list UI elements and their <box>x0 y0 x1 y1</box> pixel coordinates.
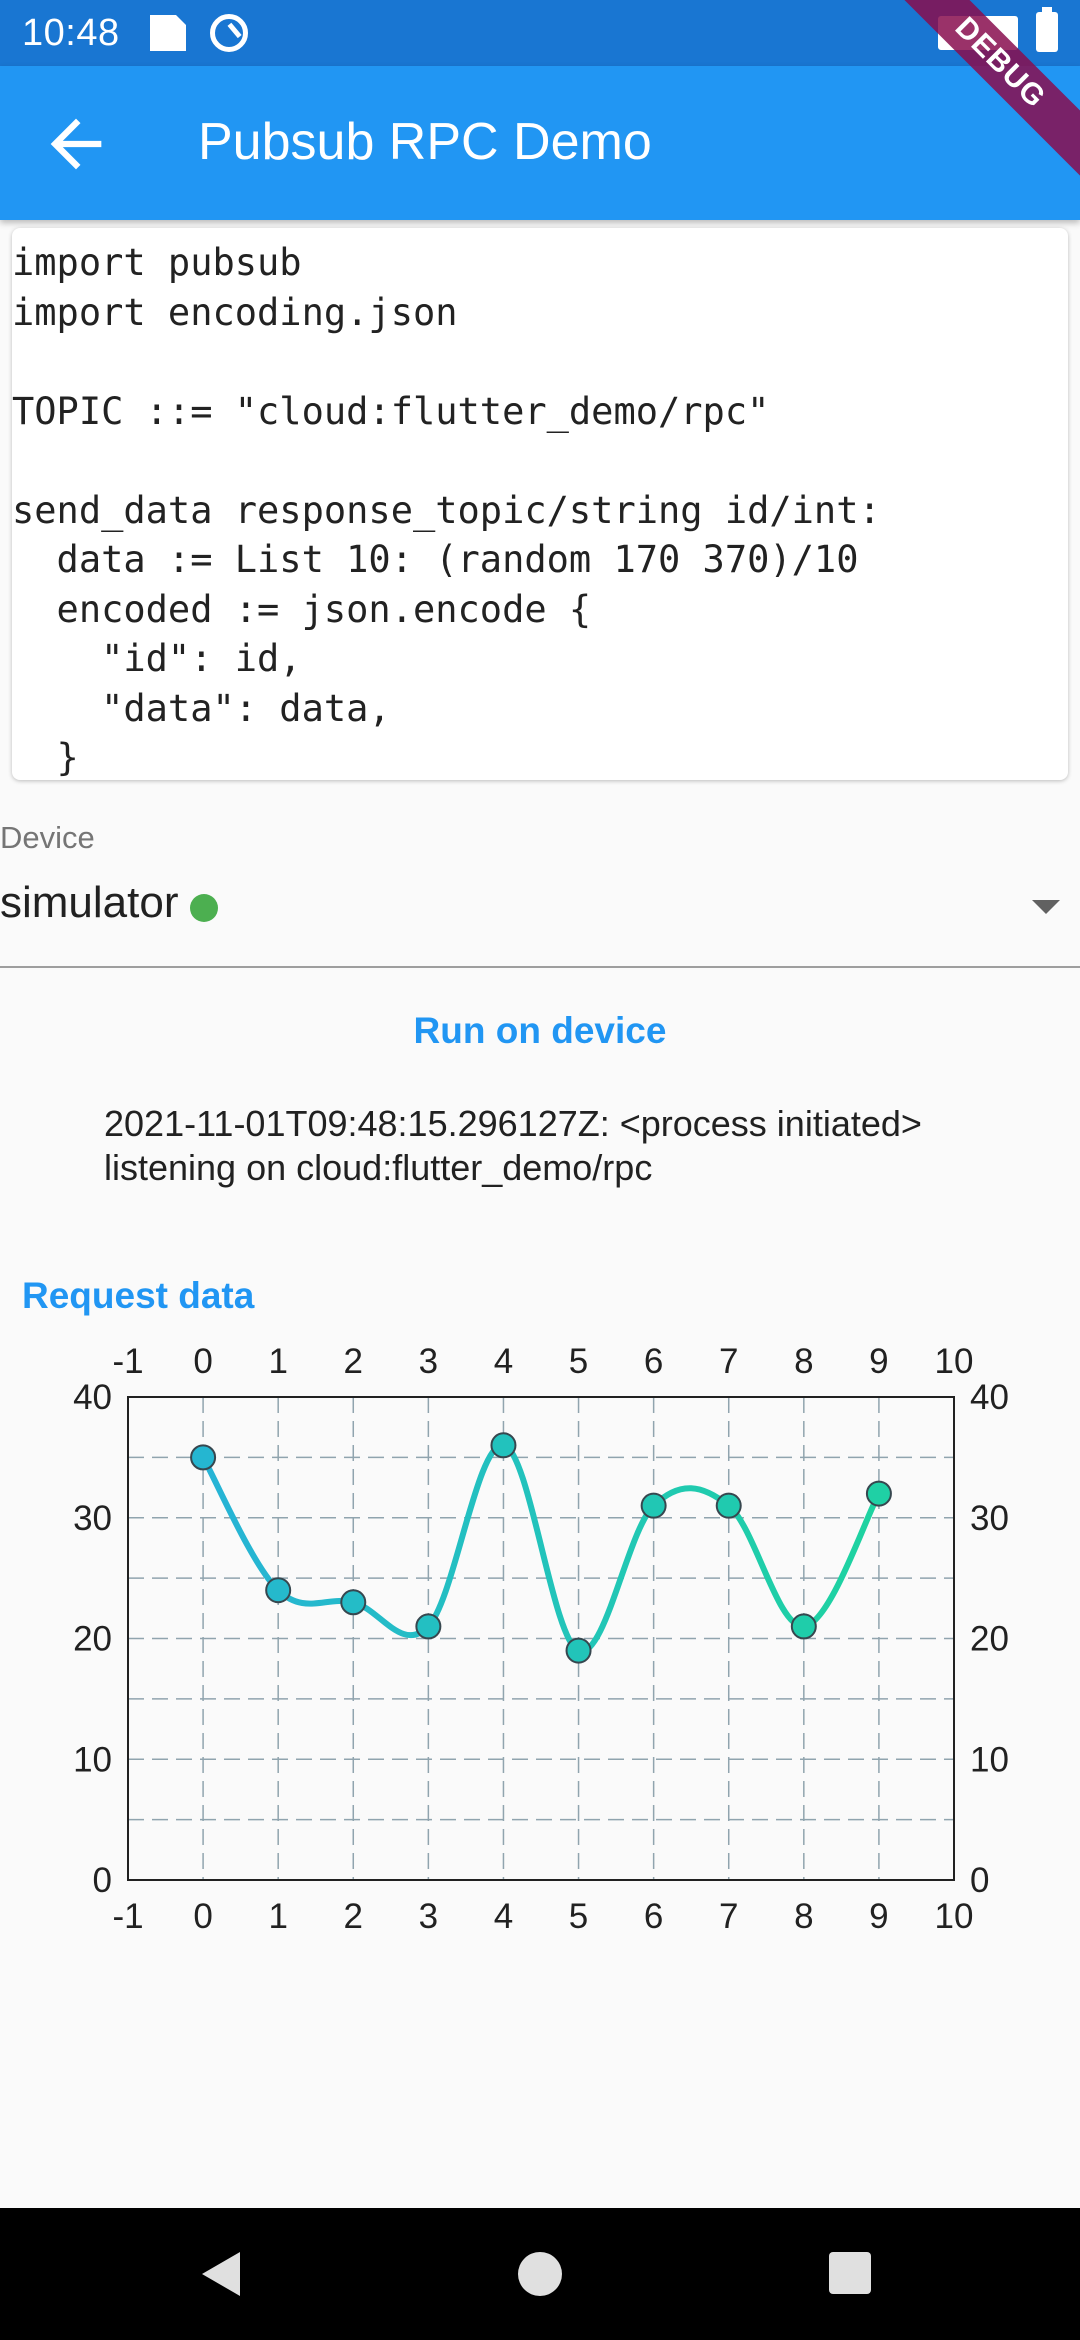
code-line: send_data response_topic/string id/int: <box>12 488 881 532</box>
x-tick-label-bottom: 2 <box>344 1897 363 1936</box>
request-data-button[interactable]: Request data <box>22 1275 255 1316</box>
series-line <box>200 1442 882 1654</box>
code-line: } <box>12 736 79 779</box>
device-label: Device <box>0 820 95 855</box>
x-tick-label-top: 7 <box>719 1342 738 1381</box>
x-tick-label-bottom: 0 <box>193 1897 212 1936</box>
y-tick-label-right: 10 <box>970 1740 1009 1779</box>
x-tick-label-bottom: 1 <box>268 1897 287 1936</box>
data-point <box>865 1480 892 1507</box>
nav-home-icon[interactable] <box>518 2252 562 2296</box>
x-tick-label-top: 6 <box>644 1342 663 1381</box>
y-tick-label-left: 30 <box>73 1499 112 1538</box>
x-tick-label-top: -1 <box>112 1342 143 1381</box>
at-sign-icon <box>210 14 248 52</box>
data-point <box>265 1577 292 1604</box>
code-line: import encoding.json <box>12 290 458 334</box>
x-tick-label-top: 3 <box>419 1342 438 1381</box>
arrow-back-icon <box>50 118 102 170</box>
code-editor[interactable]: import pubsub import encoding.json TOPIC … <box>12 228 1068 780</box>
device-value: simulator <box>0 878 179 927</box>
dropdown-arrow-icon <box>1032 900 1060 914</box>
x-tick-label-top: 9 <box>869 1342 888 1381</box>
code-line: TOPIC ::= "cloud:flutter_demo/rpc" <box>12 389 770 433</box>
y-tick-label-right: 40 <box>970 1378 1009 1417</box>
x-tick-label-top: 1 <box>268 1342 287 1381</box>
data-point <box>640 1492 667 1519</box>
x-tick-label-bottom: 3 <box>419 1897 438 1936</box>
y-tick-label-left: 40 <box>73 1378 112 1417</box>
log-line: listening on cloud:flutter_demo/rpc <box>104 1147 653 1188</box>
x-tick-label-top: 5 <box>569 1342 588 1381</box>
code-line: "data": data, <box>12 686 391 730</box>
x-tick-label-bottom: 7 <box>719 1897 738 1936</box>
sim-card-icon <box>150 15 186 51</box>
code-line: data := List 10: (random 170 370)/10 <box>12 538 859 581</box>
x-tick-label-bottom: 6 <box>644 1897 663 1936</box>
code-line: "id": id, <box>12 637 302 680</box>
app-bar: Pubsub RPC Demo <box>0 66 1080 220</box>
status-time: 10:48 <box>22 12 120 54</box>
y-tick-label-right: 30 <box>970 1499 1009 1538</box>
data-point <box>415 1613 442 1640</box>
y-tick-label-left: 20 <box>73 1620 112 1659</box>
battery-icon <box>1036 7 1058 52</box>
navigation-bar <box>0 2208 1080 2340</box>
device-status-dot <box>190 894 218 922</box>
y-tick-label-right: 0 <box>970 1861 989 1900</box>
x-tick-label-bottom: 10 <box>935 1897 974 1936</box>
back-button[interactable] <box>38 106 114 182</box>
page-title: Pubsub RPC Demo <box>198 113 652 171</box>
log-line: 2021-11-01T09:48:15.296127Z: <process in… <box>104 1103 922 1144</box>
data-point <box>565 1637 592 1664</box>
run-on-device-button[interactable]: Run on device <box>413 1010 667 1051</box>
code-line <box>12 337 1068 387</box>
nav-recents-icon[interactable] <box>829 2252 871 2294</box>
x-tick-label-bottom: 8 <box>794 1897 813 1936</box>
y-tick-label-left: 0 <box>93 1861 112 1900</box>
x-tick-label-top: 4 <box>494 1342 513 1381</box>
log-output: 2021-11-01T09:48:15.296127Z: <process in… <box>104 1102 1064 1190</box>
data-point <box>715 1492 742 1519</box>
data-point <box>490 1432 517 1459</box>
y-tick-label-right: 20 <box>970 1620 1009 1659</box>
code-line: import pubsub <box>12 241 302 284</box>
x-tick-label-top: 0 <box>193 1342 212 1381</box>
x-tick-label-bottom: 9 <box>869 1897 888 1936</box>
nav-back-icon[interactable] <box>202 2252 240 2296</box>
code-line: encoded := json.encode { <box>12 587 592 631</box>
code-line <box>12 436 1068 486</box>
x-tick-label-top: 10 <box>935 1342 974 1381</box>
x-tick-label-bottom: -1 <box>112 1897 143 1936</box>
x-tick-label-bottom: 5 <box>569 1897 588 1936</box>
device-dropdown[interactable]: simulator <box>0 870 1080 968</box>
x-tick-label-top: 2 <box>344 1342 363 1381</box>
data-point <box>190 1444 217 1471</box>
data-point <box>340 1589 367 1616</box>
x-tick-label-top: 8 <box>794 1342 813 1381</box>
code-lines: import pubsub import encoding.json TOPIC … <box>12 238 1068 780</box>
y-tick-label-left: 10 <box>73 1740 112 1779</box>
data-point <box>790 1613 817 1640</box>
x-tick-label-bottom: 4 <box>494 1897 513 1936</box>
plot-border <box>127 1396 955 1881</box>
